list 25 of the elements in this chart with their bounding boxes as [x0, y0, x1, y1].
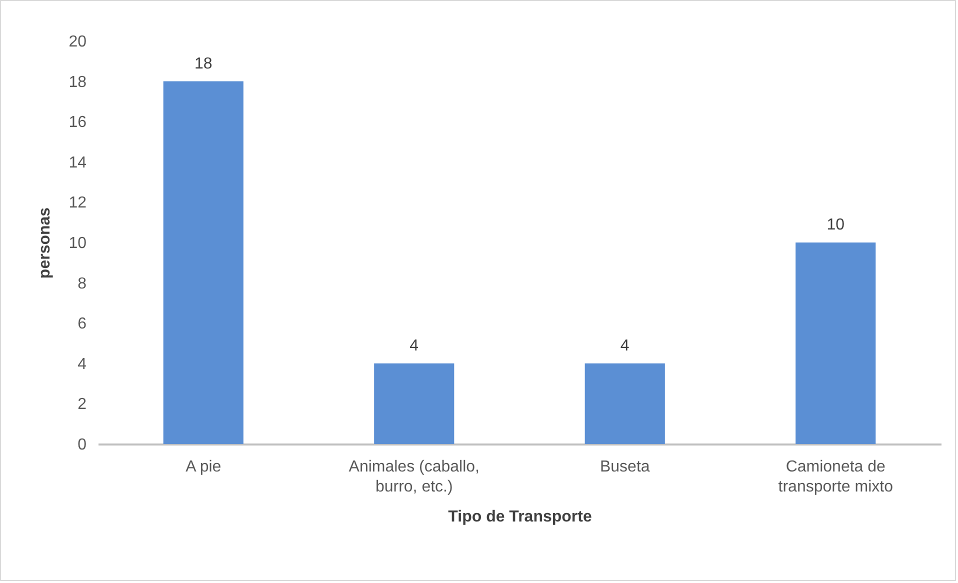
y-tick-label: 4 — [78, 356, 87, 373]
x-tick-label: Camioneta de transporte mixto — [778, 458, 894, 496]
y-tick-label: 6 — [78, 316, 87, 333]
y-tick-label: 14 — [68, 154, 87, 172]
y-tick-label: 12 — [68, 194, 87, 212]
data-label: 18 — [194, 55, 212, 72]
y-tick-label: 0 — [78, 436, 87, 454]
y-tick-label: 16 — [68, 114, 87, 132]
y-tick-label: 2 — [78, 396, 87, 414]
y-axis-title: personas — [36, 207, 54, 279]
x-axis-title: Tipo de Transporte — [448, 508, 592, 526]
y-tick-label: 10 — [68, 235, 87, 252]
y-tick-label: 18 — [68, 74, 87, 91]
y-tick-label: 20 — [68, 34, 87, 50]
bar — [163, 81, 244, 444]
y-tick-label: 8 — [78, 275, 87, 292]
data-label: 4 — [620, 337, 630, 354]
bar — [374, 363, 454, 444]
x-tick-label: A pie — [186, 458, 222, 476]
bar — [584, 363, 665, 444]
data-label: 4 — [410, 337, 419, 354]
bar — [796, 242, 876, 444]
x-tick-label: Animales (caballo, burro, etc.) — [348, 458, 480, 496]
data-label: 10 — [826, 216, 845, 234]
x-tick-label: Buseta — [600, 458, 650, 476]
